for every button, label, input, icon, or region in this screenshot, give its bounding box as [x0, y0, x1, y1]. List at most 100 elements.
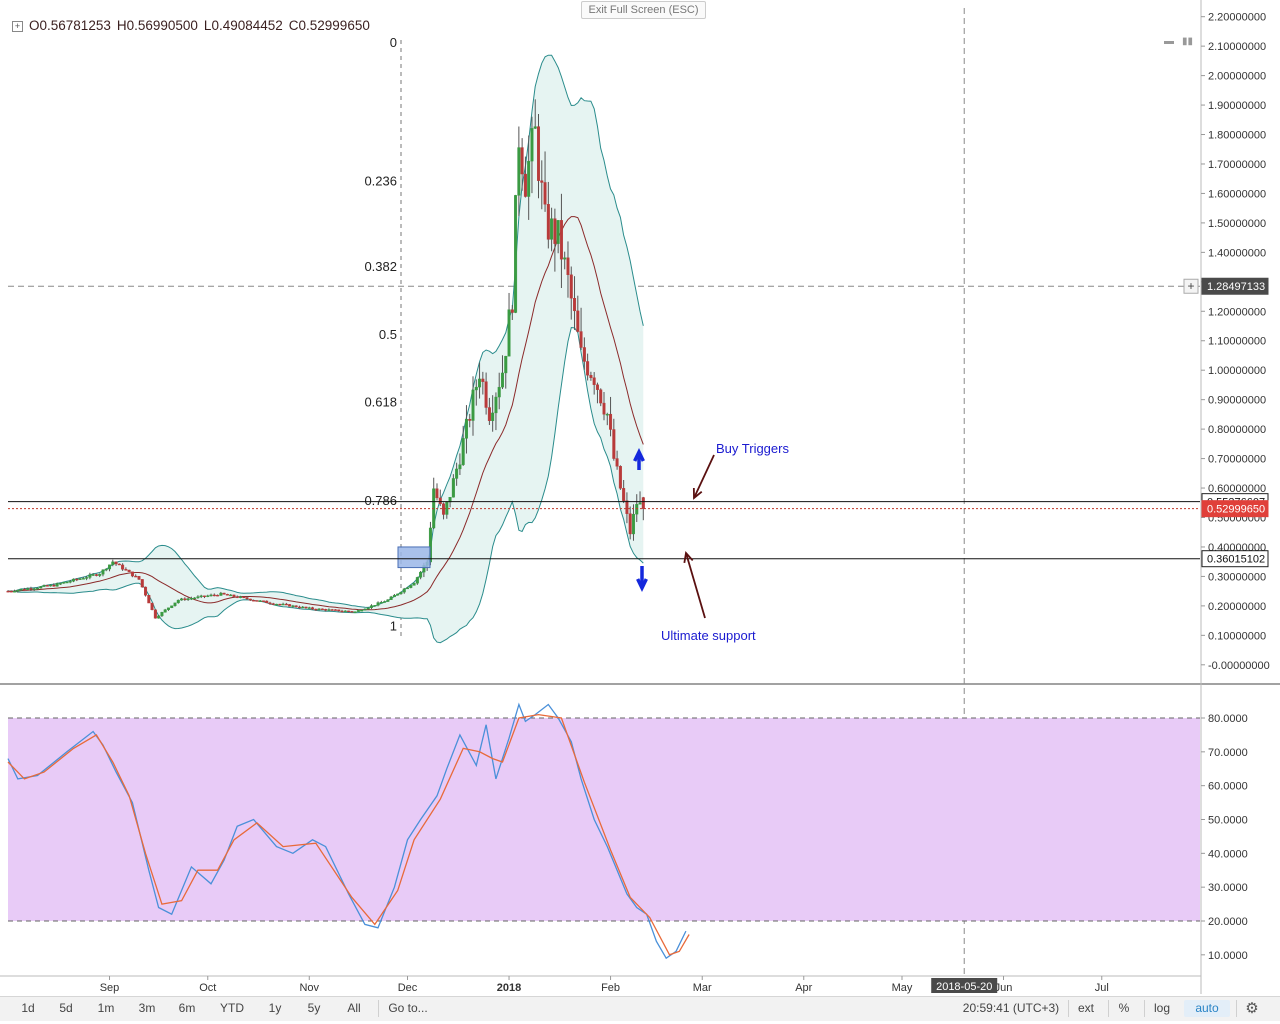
candle-body: [288, 604, 292, 607]
candle-body: [140, 579, 144, 588]
log-scale-toggle[interactable]: log: [1144, 1000, 1179, 1017]
candle-body: [225, 594, 229, 596]
range-6m-button[interactable]: 6m: [178, 1001, 196, 1015]
candle-body: [487, 407, 491, 421]
candle-body: [189, 598, 193, 600]
candle-body: [49, 584, 53, 587]
oscillator-tick-label: 10.0000: [1208, 950, 1248, 962]
low-value: 0.49084452: [211, 18, 283, 33]
range-all-button[interactable]: All: [347, 1001, 361, 1015]
candle-body: [153, 609, 157, 619]
candle-body: [39, 586, 43, 589]
settings-gear-icon[interactable]: ⚙: [1236, 1000, 1267, 1017]
candle-body: [229, 594, 233, 597]
range-1m-button[interactable]: 1m: [97, 1001, 115, 1015]
candle-body: [618, 466, 622, 489]
candle-body: [612, 429, 616, 459]
candle-body: [35, 587, 39, 590]
price-tick-label: 1.60000000: [1208, 188, 1266, 200]
candle-body: [199, 595, 203, 598]
candle-body: [507, 309, 511, 357]
candle-body: [222, 592, 226, 595]
candle-body: [527, 160, 531, 197]
auto-scale-toggle[interactable]: auto: [1184, 1000, 1230, 1017]
candle-body: [576, 310, 580, 332]
range-3m-button[interactable]: 3m: [138, 1001, 156, 1015]
percent-scale-toggle[interactable]: %: [1108, 1000, 1139, 1017]
maximize-icon[interactable]: ▮▮: [1182, 36, 1194, 47]
candle-body: [104, 568, 108, 571]
candle-body: [582, 347, 586, 362]
candle-body: [101, 569, 105, 575]
go-to-date-button[interactable]: Go to...: [378, 1000, 437, 1017]
exit-fullscreen-button[interactable]: Exit Full Screen (ESC): [581, 1, 706, 19]
chart-canvas[interactable]: 0 0.236 0.382 0.5 0.618 0.786 1 2.20000000 2.10…: [0, 0, 1280, 996]
candle-body: [517, 147, 521, 196]
price-tag-box: [1201, 550, 1269, 568]
candle-body: [363, 608, 367, 611]
candle-body: [530, 128, 534, 162]
candle-body: [350, 611, 354, 613]
candle-body: [163, 609, 167, 613]
range-5y-button[interactable]: 5y: [307, 1001, 321, 1015]
oscillator-tick-label: 30.0000: [1208, 882, 1248, 894]
buy-trigger-up-arrow-head: [633, 447, 645, 462]
candle-body: [327, 609, 331, 611]
stoch-k-line: [7, 702, 687, 960]
candle-body: [117, 563, 121, 566]
support-pointer-arrow-shaft: [685, 552, 706, 619]
clock-readout: 20:59:41 (UTC+3): [962, 1001, 1060, 1015]
candle-body: [641, 497, 645, 509]
price-tick-label: 1.50000000: [1208, 218, 1266, 230]
candle-body: [91, 574, 95, 576]
time-tick-label: Dec: [398, 982, 418, 994]
candle-body: [304, 606, 308, 609]
horizontal-lines[interactable]: [8, 501, 1200, 560]
range-1y-button[interactable]: 1y: [268, 1001, 282, 1015]
candle-body: [573, 298, 577, 312]
candle-body: [62, 582, 66, 584]
high-value: 0.56990500: [126, 18, 198, 33]
candle-body: [625, 500, 629, 514]
extended-hours-toggle[interactable]: ext: [1068, 1000, 1103, 1017]
axes[interactable]: 2.20000000 2.10000000 2.00000000 1.90000000…: [100, 12, 1270, 994]
candle-body: [514, 195, 518, 313]
candle-body: [419, 571, 423, 578]
annotations[interactable]: Buy Triggers Ultimate support: [633, 441, 790, 643]
close-value: 0.52999650: [298, 18, 370, 33]
candle-body: [232, 594, 236, 597]
candle-body: [252, 600, 256, 602]
range-5d-button[interactable]: 5d: [59, 1001, 73, 1015]
candle-body: [464, 419, 468, 439]
price-tick-label: 0.30000000: [1208, 571, 1266, 583]
candle-body: [127, 569, 131, 573]
open-label: O: [29, 18, 40, 33]
candle-body: [510, 309, 514, 313]
expand-legend-icon[interactable]: +: [12, 21, 23, 32]
fibonacci-retracement[interactable]: 0 0.236 0.382 0.5 0.618 0.786 1: [364, 35, 431, 634]
candle-body: [520, 147, 524, 175]
price-tick-label: 1.80000000: [1208, 130, 1266, 142]
price-tick-label: 0.20000000: [1208, 601, 1266, 613]
candle-body: [245, 597, 249, 600]
candle-body: [602, 402, 606, 415]
candle-body: [301, 606, 305, 609]
candle-body: [150, 602, 154, 611]
candle-body: [297, 606, 301, 609]
range-1d-button[interactable]: 1d: [21, 1001, 35, 1015]
candle-body: [478, 378, 482, 388]
minimize-icon[interactable]: ▬: [1164, 36, 1174, 47]
candle-body: [589, 375, 593, 378]
candle-body: [376, 602, 380, 606]
candle-body: [438, 497, 442, 504]
candle-body: [75, 578, 79, 581]
candle-body: [356, 610, 360, 612]
candle-body: [111, 561, 115, 566]
candle-body: [130, 571, 134, 577]
price-tick-label: 0.70000000: [1208, 454, 1266, 466]
candle-body: [586, 361, 590, 376]
candle-body: [599, 389, 603, 404]
range-ytd-button[interactable]: YTD: [220, 1001, 244, 1015]
candle-body: [605, 413, 609, 416]
time-tick-label: Feb: [601, 982, 620, 994]
